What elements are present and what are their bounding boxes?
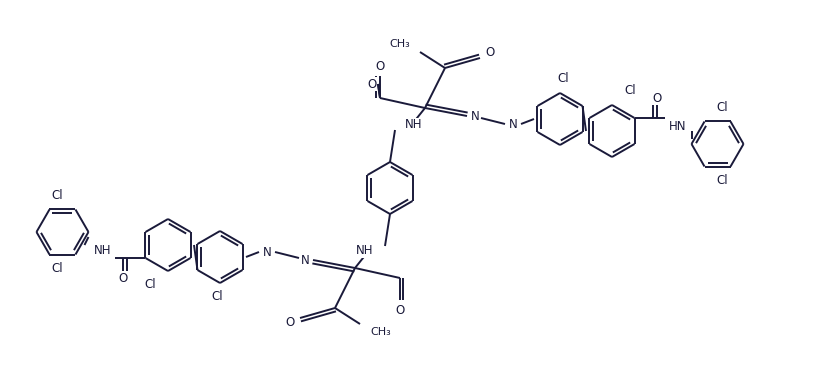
Text: HN: HN xyxy=(668,120,686,132)
Text: N: N xyxy=(470,109,479,123)
Text: Cl: Cl xyxy=(624,85,635,97)
Text: N: N xyxy=(300,253,309,267)
Text: NH: NH xyxy=(94,244,111,256)
Text: O: O xyxy=(119,271,128,285)
Text: Cl: Cl xyxy=(716,174,727,187)
Text: O: O xyxy=(285,317,294,329)
Text: N: N xyxy=(508,117,517,130)
Text: O: O xyxy=(395,303,404,317)
Text: NH: NH xyxy=(405,118,422,132)
Text: CH₃: CH₃ xyxy=(370,327,390,337)
Text: CH₃: CH₃ xyxy=(389,39,410,49)
Text: Cl: Cl xyxy=(144,279,155,291)
Text: O: O xyxy=(651,91,660,105)
Text: Cl: Cl xyxy=(52,262,64,275)
Text: NH: NH xyxy=(355,244,373,258)
Text: O: O xyxy=(375,59,385,73)
Text: Cl: Cl xyxy=(211,291,222,303)
Text: Cl: Cl xyxy=(716,101,727,114)
Text: O: O xyxy=(485,47,494,59)
Text: Cl: Cl xyxy=(557,73,568,85)
Text: Cl: Cl xyxy=(52,189,64,202)
Text: O: O xyxy=(367,77,376,91)
Text: N: N xyxy=(263,246,271,259)
